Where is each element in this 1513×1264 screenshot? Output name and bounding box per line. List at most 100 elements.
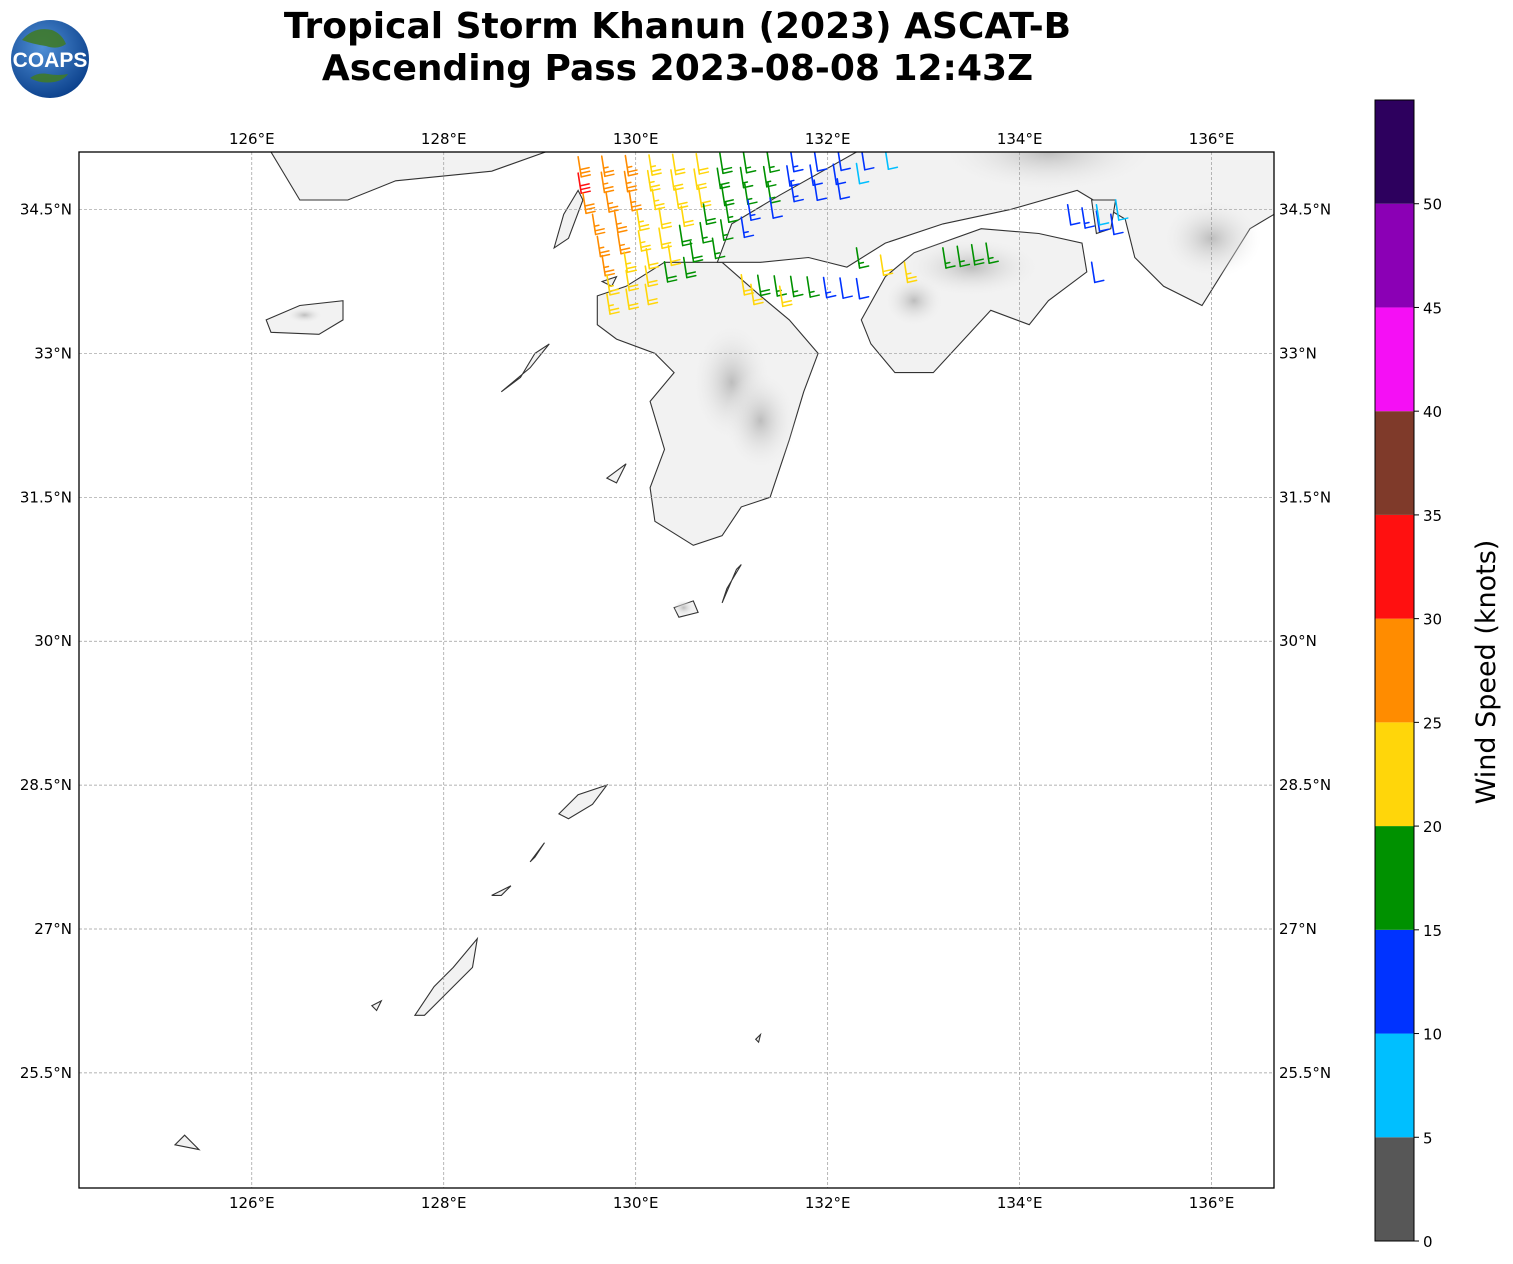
barb-feather [585, 210, 596, 215]
barb-shaft [855, 277, 861, 300]
wind-barb [682, 256, 697, 279]
wind-barb [837, 152, 851, 172]
colorbar-tick-label: 5 [1423, 1129, 1433, 1147]
barb-shaft [747, 199, 752, 221]
barb-shaft [790, 152, 795, 173]
barb-feather [721, 166, 733, 171]
tanegashima-island [721, 564, 742, 604]
x-tick-label-top: 132°E [805, 130, 851, 148]
barb-half-feather [905, 272, 912, 275]
barb-feather [698, 171, 710, 175]
barb-feather [793, 168, 804, 173]
barb-shaft [786, 165, 791, 187]
barb-half-feather [701, 236, 708, 239]
wind-barb [613, 211, 628, 234]
barb-feather [793, 198, 804, 203]
barb-shaft [762, 165, 768, 188]
barb-half-feather [987, 256, 994, 260]
barb-feather [882, 272, 894, 276]
barb-feather [638, 223, 650, 228]
x-tick-label-top: 136°E [1189, 130, 1235, 148]
barb-half-feather [769, 196, 776, 200]
barb-shaft [1090, 261, 1096, 284]
colorbar-bin [1375, 100, 1414, 204]
barb-feather [722, 170, 733, 175]
barb-feather [603, 185, 614, 190]
barb-half-feather [630, 200, 637, 204]
x-tick-label-top: 134°E [997, 130, 1043, 148]
colorbar-tick-label: 35 [1423, 507, 1442, 525]
map-layers [79, 152, 1274, 1188]
barb-half-feather [626, 165, 633, 169]
terrain-blob [724, 370, 797, 471]
logo-text: COAPS [13, 49, 88, 72]
barb-feather [864, 167, 875, 171]
colorbar-tick-label: 45 [1423, 299, 1442, 317]
barb-feather [639, 227, 650, 232]
wind-barb [636, 209, 650, 232]
barb-feather [647, 279, 658, 284]
barb-feather [672, 183, 684, 188]
barb-feather [887, 166, 899, 170]
barb-feather [579, 170, 591, 174]
barb-shaft [724, 201, 730, 224]
barb-half-feather [625, 262, 632, 265]
y-tick-label-left: 28.5°N [20, 776, 72, 794]
barb-feather [1070, 222, 1081, 226]
okinoerabu-island [491, 885, 512, 896]
iki-island [600, 275, 618, 288]
barb-half-feather [639, 241, 646, 244]
barb-half-feather [608, 304, 615, 307]
barb-half-feather [607, 202, 614, 205]
barb-feather [648, 262, 659, 266]
barb-feather [769, 169, 781, 173]
barb-feather [1098, 228, 1110, 233]
colorbar-tick-label: 20 [1423, 818, 1442, 836]
colorbar-tick-label: 30 [1423, 611, 1442, 629]
colorbar-bin [1375, 618, 1414, 723]
barb-feather [760, 292, 771, 297]
wind-barb [1095, 210, 1110, 233]
barb-feather [842, 295, 853, 299]
barb-shaft [1114, 199, 1120, 221]
barb-feather [616, 226, 628, 230]
barb-feather [681, 239, 692, 243]
barb-feather [988, 260, 999, 264]
barb-feather [627, 172, 639, 177]
barb-shaft [789, 275, 795, 298]
wind-barb [671, 153, 686, 176]
x-tick-label-bottom: 130°E [613, 1194, 659, 1212]
colorbar-tick-label: 40 [1423, 403, 1442, 421]
wind-barb [577, 155, 591, 178]
barb-shaft [742, 152, 748, 174]
barb-feather [959, 263, 971, 268]
coaps-logo: COAPS [11, 20, 89, 98]
wind-barb [742, 152, 757, 174]
barb-shaft [837, 152, 842, 172]
wind-barb [839, 277, 853, 299]
barb-shaft [832, 163, 838, 186]
barb-shaft [740, 216, 746, 239]
barb-feather [692, 259, 704, 263]
barb-shaft [699, 221, 705, 244]
barb-feather [607, 205, 619, 210]
miyako-island [173, 1134, 201, 1151]
wind-barb [699, 221, 714, 244]
barb-half-feather [958, 260, 965, 263]
wind-barb [855, 277, 870, 300]
barb-feather [626, 185, 637, 189]
kerama-islands [370, 999, 383, 1012]
colorbar-bin [1375, 722, 1414, 827]
barb-shaft [942, 247, 947, 269]
map-title-line1: Tropical Storm Khanun (2023) ASCAT-B [283, 6, 1072, 47]
barb-half-feather [742, 231, 749, 234]
barb-feather [973, 258, 984, 262]
barb-half-feather [792, 290, 799, 293]
barb-feather [584, 206, 596, 211]
barb-feather [974, 262, 985, 266]
x-tick-label-top: 130°E [613, 130, 659, 148]
colorbar-bin [1375, 929, 1414, 1034]
barb-feather [609, 311, 620, 315]
y-tick-label-left: 34.5°N [20, 201, 72, 219]
x-tick-label-bottom: 132°E [805, 1194, 851, 1212]
